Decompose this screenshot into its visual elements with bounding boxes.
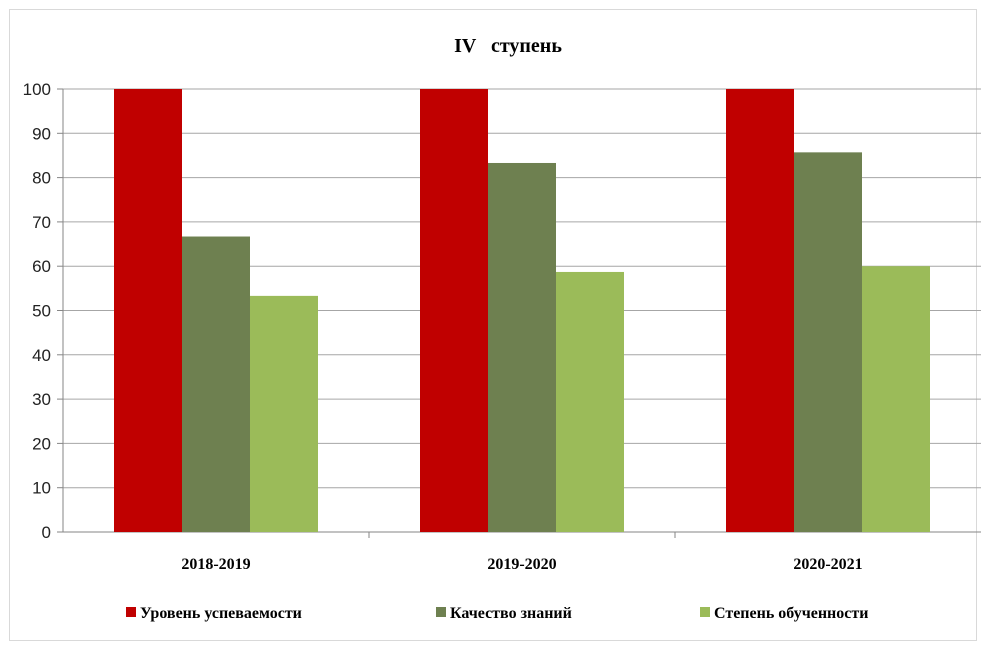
y-tick-label: 80: [32, 169, 51, 188]
x-category-label: 2020-2021: [793, 556, 862, 573]
y-tick-label: 10: [32, 479, 51, 498]
bars: [114, 89, 930, 533]
bar-1-2020-2021: [726, 89, 794, 532]
y-tick-labels: 0 10 20 30 40 50 60 70 80 90 100: [23, 80, 51, 542]
y-tick-label: 90: [32, 124, 51, 143]
bar-2-2020-2021: [794, 152, 862, 532]
chart-title: IV ступень: [454, 35, 562, 57]
x-category-label: 2019-2020: [487, 556, 556, 573]
bar-3-2018-2019: [250, 295, 318, 532]
y-tick-label: 70: [32, 213, 51, 232]
y-tick-label: 40: [32, 346, 51, 365]
bar-3-2020-2021: [862, 266, 930, 532]
bar-1-2018-2019: [114, 89, 182, 532]
legend-swatch: [700, 607, 710, 617]
legend-label: Уровень успеваемости: [140, 605, 302, 622]
legend-swatch: [126, 607, 136, 617]
bar-2-2018-2019: [182, 236, 250, 533]
x-category-label: 2018-2019: [181, 556, 250, 573]
legend-swatch: [436, 607, 446, 617]
y-tick-label: 60: [32, 257, 51, 276]
legend-label: Степень обученности: [714, 605, 868, 622]
bar-2-2019-2020: [488, 162, 556, 532]
legend-label: Качество знаний: [450, 605, 572, 622]
bar-1-2019-2020: [420, 89, 488, 532]
y-tick-label: 100: [23, 80, 51, 99]
y-tick-label: 20: [32, 434, 51, 453]
y-tick-label: 0: [42, 523, 51, 542]
bar-3-2019-2020: [556, 271, 624, 532]
legend: Уровень успеваемости Качество знаний Степе…: [126, 605, 868, 622]
y-tick-label: 50: [32, 302, 51, 321]
y-tick-label: 30: [32, 390, 51, 409]
category-labels: 2018-2019 2019-2020 2020-2021: [181, 556, 862, 573]
